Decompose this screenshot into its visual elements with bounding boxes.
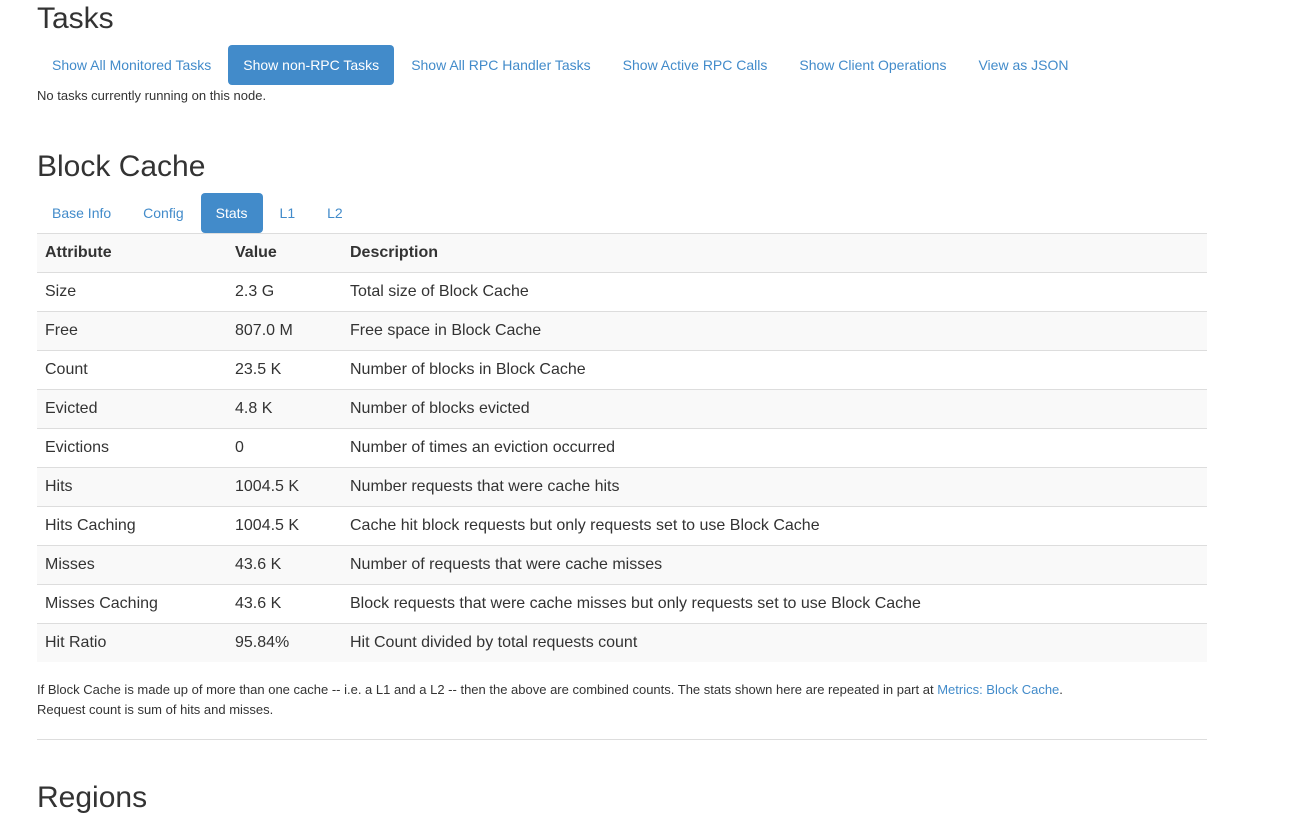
cell-value: 95.84% <box>227 623 342 662</box>
table-row: Evictions 0 Number of times an eviction oc… <box>37 428 1207 468</box>
cell-attribute: Misses <box>37 545 227 585</box>
cell-value: 1004.5 K <box>227 506 342 546</box>
table-row: Hit Ratio 95.84% Hit Count divided by tota… <box>37 623 1207 662</box>
block-cache-note: If Block Cache is made up of more than o… <box>37 680 1207 720</box>
cell-value: 807.0 M <box>227 311 342 351</box>
block-cache-tabs: Base Info Config Stats L1 L2 <box>37 193 1207 233</box>
tab-non-rpc[interactable]: Show non-RPC Tasks <box>228 45 395 85</box>
tab-l1[interactable]: L1 <box>279 205 296 221</box>
tab-base-info[interactable]: Base Info <box>52 205 112 221</box>
cell-description: Cache hit block requests but only reques… <box>342 506 1207 546</box>
cell-attribute: Hits Caching <box>37 506 227 546</box>
table-row: Free 807.0 M Free space in Block Cache <box>37 311 1207 351</box>
tab-rpc-handler[interactable]: Show All RPC Handler Tasks <box>411 57 591 73</box>
cell-description: Number requests that were cache hits <box>342 467 1207 507</box>
table-row: Hits 1004.5 K Number requests that were ca… <box>37 467 1207 507</box>
table-row: Misses Caching 43.6 K Block requests that … <box>37 584 1207 624</box>
table-row: Count 23.5 K Number of blocks in Block Cac… <box>37 350 1207 390</box>
metrics-block-cache-link[interactable]: Metrics: Block Cache <box>937 682 1060 697</box>
cell-attribute: Misses Caching <box>37 584 227 624</box>
cell-description: Number of blocks evicted <box>342 389 1207 429</box>
cell-value: 43.6 K <box>227 584 342 624</box>
divider <box>37 739 1207 740</box>
tab-stats[interactable]: Stats <box>200 193 263 233</box>
tab-l2[interactable]: L2 <box>327 205 343 221</box>
cell-description: Number of blocks in Block Cache <box>342 350 1207 390</box>
tab-all-monitored[interactable]: Show All Monitored Tasks <box>52 57 212 73</box>
table-row: Evicted 4.8 K Number of blocks evicted <box>37 389 1207 429</box>
header-description: Description <box>342 233 1207 273</box>
cell-attribute: Evictions <box>37 428 227 468</box>
tasks-tabs: Show All Monitored Tasks Show non-RPC Ta… <box>37 45 1207 85</box>
tasks-title: Tasks <box>37 2 114 35</box>
header-value: Value <box>227 233 342 273</box>
block-cache-title: Block Cache <box>37 150 206 183</box>
cell-description: Block requests that were cache misses bu… <box>342 584 1207 624</box>
tasks-message: No tasks currently running on this node. <box>37 88 267 103</box>
tab-json[interactable]: View as JSON <box>978 57 1069 73</box>
cell-attribute: Evicted <box>37 389 227 429</box>
cell-value: 23.5 K <box>227 350 342 390</box>
cell-description: Free space in Block Cache <box>342 311 1207 351</box>
regions-title: Regions <box>37 781 148 814</box>
table-row: Hits Caching 1004.5 K Cache hit block requ… <box>37 506 1207 546</box>
tab-active-rpc[interactable]: Show Active RPC Calls <box>622 57 768 73</box>
cell-description: Total size of Block Cache <box>342 272 1207 312</box>
cell-attribute: Count <box>37 350 227 390</box>
cell-description: Number of requests that were cache misse… <box>342 545 1207 585</box>
tab-client-ops[interactable]: Show Client Operations <box>799 57 947 73</box>
note-line2: Request count is sum of hits and misses. <box>37 702 274 717</box>
tab-config[interactable]: Config <box>143 205 184 221</box>
cell-attribute: Free <box>37 311 227 351</box>
table-row: Misses 43.6 K Number of requests that were… <box>37 545 1207 585</box>
cell-attribute: Hits <box>37 467 227 507</box>
cell-description: Number of times an eviction occurred <box>342 428 1207 468</box>
note-text: If Block Cache is made up of more than o… <box>37 682 938 697</box>
table-row: Size 2.3 G Total size of Block Cache <box>37 272 1207 312</box>
cell-attribute: Size <box>37 272 227 312</box>
cell-value: 0 <box>227 428 342 468</box>
note-period: . <box>1059 682 1063 697</box>
cell-attribute: Hit Ratio <box>37 623 227 662</box>
stats-table: Attribute Value Description Size 2.3 G Tot… <box>37 233 1207 662</box>
header-attribute: Attribute <box>37 233 227 273</box>
cell-value: 2.3 G <box>227 272 342 312</box>
cell-value: 43.6 K <box>227 545 342 585</box>
cell-value: 1004.5 K <box>227 467 342 507</box>
cell-description: Hit Count divided by total requests coun… <box>342 623 1207 662</box>
cell-value: 4.8 K <box>227 389 342 429</box>
table-header: Attribute Value Description <box>37 233 1207 273</box>
